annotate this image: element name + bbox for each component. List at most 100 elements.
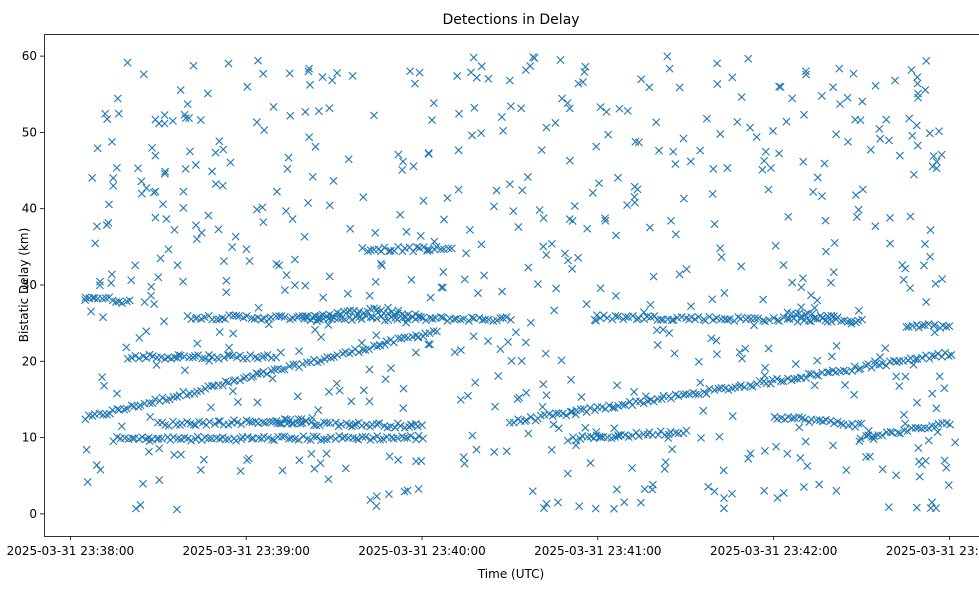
data-point-580: 2025-03-31 23:39:31, 12.0 km: [331, 418, 340, 427]
data-point-391: 2025-03-31 23:41:25, 25.4 km: [667, 316, 676, 325]
y-tick-label-2: 20: [22, 354, 37, 368]
data-point-1040: 2025-03-31 23:40:43, 1.3 km: [542, 499, 551, 508]
data-point-1437: 2025-03-31 23:39:58, 6.9 km: [412, 457, 421, 466]
data-point-1262: 2025-03-31 23:40:29, 22.5 km: [503, 337, 512, 346]
data-point-1008: 2025-03-31 23:39:18, 15.4 km: [293, 392, 302, 401]
data-point-709: 2025-03-31 23:42:30, 9.9 km: [856, 434, 865, 443]
data-point-1067: 2025-03-31 23:39:09, 17.7 km: [268, 374, 277, 383]
data-point-1240: 2025-03-31 23:40:51, 17.6 km: [566, 375, 575, 384]
data-point-1299: 2025-03-31 23:41:29, 41.3 km: [679, 194, 688, 203]
data-point-491: 2025-03-31 23:38:35, 10.1 km: [169, 433, 178, 442]
x-tick-label-2: 2025-03-31 23:40:00: [358, 544, 485, 558]
data-point-1154: 2025-03-31 23:39:18, 21.3 km: [295, 347, 304, 356]
data-point-1213: 2025-03-31 23:42:57, 18.0 km: [935, 372, 944, 381]
data-point-168: 2025-03-31 23:41:50, 16.6 km: [740, 383, 749, 392]
data-point-1349: 2025-03-31 23:38:38, 55.5 km: [176, 86, 185, 95]
data-point-619: 2025-03-31 23:38:45, 12.0 km: [198, 418, 207, 427]
data-point-24: 2025-03-31 23:38:34, 15.0 km: [165, 395, 174, 404]
data-point-259: 2025-03-31 23:39:02, 25.6 km: [247, 314, 256, 323]
data-point-868: 2025-03-31 23:42:47, 29.6 km: [906, 284, 915, 293]
data-point-1331: 2025-03-31 23:39:53, 45.1 km: [398, 166, 407, 175]
data-point-1295: 2025-03-31 23:42:49, 55.1 km: [913, 89, 922, 98]
data-point-519: 2025-03-31 23:39:09, 9.8 km: [268, 435, 277, 444]
data-point-1409: 2025-03-31 23:38:55, 35.0 km: [228, 243, 237, 251]
data-point-130: 2025-03-31 23:41:05, 13.9 km: [608, 403, 617, 412]
data-point-935: 2025-03-31 23:41:54, 49.4 km: [752, 133, 761, 142]
data-point-1292: 2025-03-31 23:40:31, 20.1 km: [507, 356, 516, 365]
data-point-1379: 2025-03-31 23:40:44, 35.4 km: [547, 239, 556, 248]
data-point-1402: 2025-03-31 23:40:54, 15.3 km: [577, 393, 586, 402]
data-point-1128: 2025-03-31 23:42:58, 7.0 km: [940, 456, 949, 465]
data-point-784: 2025-03-31 23:39:47, 34.9 km: [380, 243, 389, 252]
data-point-232: 2025-03-31 23:38:11, 28.2 km: [98, 294, 107, 303]
data-point-827: 2025-03-31 23:39:26, 57.2 km: [318, 73, 327, 82]
data-point-1160: 2025-03-31 23:39:25, 6.7 km: [316, 459, 325, 468]
data-point-1095: 2025-03-31 23:42:47, 49.6 km: [908, 131, 917, 140]
data-point-987: 2025-03-31 23:41:58, 21.7 km: [764, 344, 773, 353]
data-point-582: 2025-03-31 23:39:32, 11.7 km: [337, 420, 346, 429]
data-point-592: 2025-03-31 23:39:45, 11.7 km: [372, 420, 381, 429]
data-point-1102: 2025-03-31 23:42:02, 56.0 km: [776, 83, 785, 91]
data-point-368: 2025-03-31 23:39:59, 25.9 km: [414, 312, 423, 321]
data-point-522: 2025-03-31 23:39:12, 10.1 km: [277, 432, 286, 441]
data-point-1097: 2025-03-31 23:38:32, 52.3 km: [160, 111, 169, 120]
data-point-1105: 2025-03-31 23:42:29, 26.6 km: [854, 306, 863, 315]
data-point-1033: 2025-03-31 23:38:39, 40.1 km: [179, 203, 188, 212]
data-point-269: 2025-03-31 23:39:13, 25.8 km: [280, 312, 289, 321]
data-point-1236: 2025-03-31 23:39:60, 36.4 km: [416, 231, 425, 240]
data-point-1345: 2025-03-31 23:38:16, 45.4 km: [112, 163, 121, 172]
data-point-1353: 2025-03-31 23:41:03, 52.7 km: [602, 107, 611, 116]
data-point-1003: 2025-03-31 23:39:01, 7.3 km: [244, 454, 253, 463]
data-point-929: 2025-03-31 23:42:39, 48.9 km: [884, 136, 893, 145]
data-point-761: 2025-03-31 23:38:51, 20.3 km: [214, 354, 223, 363]
data-point-1141: 2025-03-31 23:38:54, 21.8 km: [225, 343, 234, 352]
data-point-1046: 2025-03-31 23:40:08, 38.6 km: [440, 215, 448, 224]
data-point-498: 2025-03-31 23:38:43, 10.1 km: [193, 432, 202, 441]
data-point-1077: 2025-03-31 23:41:41, 59.0 km: [713, 59, 722, 68]
data-point-1340: 2025-03-31 23:38:12, 16.8 km: [100, 381, 109, 390]
data-point-1356: 2025-03-31 23:42:46, 51.8 km: [905, 114, 914, 123]
data-point-1110: 2025-03-31 23:39:00, 56.0 km: [243, 82, 252, 91]
data-point-884: 2025-03-31 23:40:50, 33.2 km: [564, 256, 573, 265]
data-point-921: 2025-03-31 23:42:13, 28.7 km: [807, 291, 815, 300]
data-point-534: 2025-03-31 23:39:27, 9.8 km: [320, 435, 329, 444]
data-point-944: 2025-03-31 23:38:35, 7.7 km: [170, 450, 179, 459]
data-point-1136: 2025-03-31 23:42:52, 27.8 km: [922, 298, 931, 307]
data-point-33: 2025-03-31 23:38:45, 16.1 km: [196, 386, 205, 395]
data-point-531: 2025-03-31 23:39:23, 10.1 km: [309, 432, 318, 441]
data-point-1133: 2025-03-31 23:39:29, 40.4 km: [325, 201, 334, 210]
data-point-1368: 2025-03-31 23:38:40, 51.9 km: [185, 114, 194, 123]
data-point-1049: 2025-03-31 23:38:33, 38.6 km: [162, 215, 171, 224]
data-point-1370: 2025-03-31 23:42:53, 9.6 km: [924, 436, 933, 445]
data-point-734: 2025-03-31 23:43:00, 11.7 km: [945, 420, 954, 429]
data-point-1092: 2025-03-31 23:40:33, 37.6 km: [514, 222, 523, 231]
data-point-1147: 2025-03-31 23:40:11, 21.2 km: [450, 348, 459, 357]
data-point-1232: 2025-03-31 23:42:55, 23.8 km: [930, 328, 939, 337]
data-point-472: 2025-03-31 23:42:59, 24.5 km: [942, 322, 951, 331]
data-point-215: 2025-03-31 23:42:47, 20.4 km: [906, 354, 915, 363]
data-point-1167: 2025-03-31 23:38:40, 53.7 km: [183, 100, 192, 109]
data-point-1142: 2025-03-31 23:38:42, 58.7 km: [189, 61, 198, 70]
data-point-963: 2025-03-31 23:38:18, 11.5 km: [117, 422, 126, 431]
data-point-1354: 2025-03-31 23:38:12, 37.9 km: [102, 221, 111, 230]
data-point-1300: 2025-03-31 23:39:54, 16.4 km: [399, 384, 408, 393]
data-point-437: 2025-03-31 23:42:20, 25.2 km: [827, 317, 836, 326]
data-point-422: 2025-03-31 23:42:02, 25.3 km: [775, 317, 784, 326]
data-point-1007: 2025-03-31 23:38:38, 7.8 km: [177, 450, 185, 459]
data-point-900: 2025-03-31 23:41:12, 16.0 km: [630, 387, 639, 396]
data-point-915: 2025-03-31 23:42:03, 32.6 km: [779, 260, 788, 269]
data-point-1303: 2025-03-31 23:39:31, 17.1 km: [332, 379, 341, 388]
data-point-1244: 2025-03-31 23:42:16, 3.9 km: [815, 480, 824, 489]
data-point-844: 2025-03-31 23:42:42, 18.0 km: [892, 372, 901, 381]
data-point-779: 2025-03-31 23:39:42, 34.4 km: [363, 247, 372, 256]
data-point-178: 2025-03-31 23:42:03, 17.4 km: [777, 377, 786, 386]
data-point-319: 2025-03-31 23:40:13, 25.5 km: [456, 315, 465, 324]
data-point-74: 2025-03-31 23:39:34, 21.2 km: [341, 348, 350, 357]
data-point-1214: 2025-03-31 23:42:49, 14.6 km: [913, 398, 922, 407]
data-point-891: 2025-03-31 23:38:11, 17.9 km: [98, 373, 107, 382]
data-point-1344: 2025-03-31 23:42:38, 21.7 km: [881, 344, 890, 353]
data-point-1015: 2025-03-31 23:42:56, 50.2 km: [935, 127, 944, 136]
data-point-151: 2025-03-31 23:41:30, 15.7 km: [681, 390, 690, 398]
data-point-1088: 2025-03-31 23:41:24, 60.0 km: [663, 52, 672, 61]
data-point-1111: 2025-03-31 23:40:45, 26.7 km: [550, 306, 559, 315]
